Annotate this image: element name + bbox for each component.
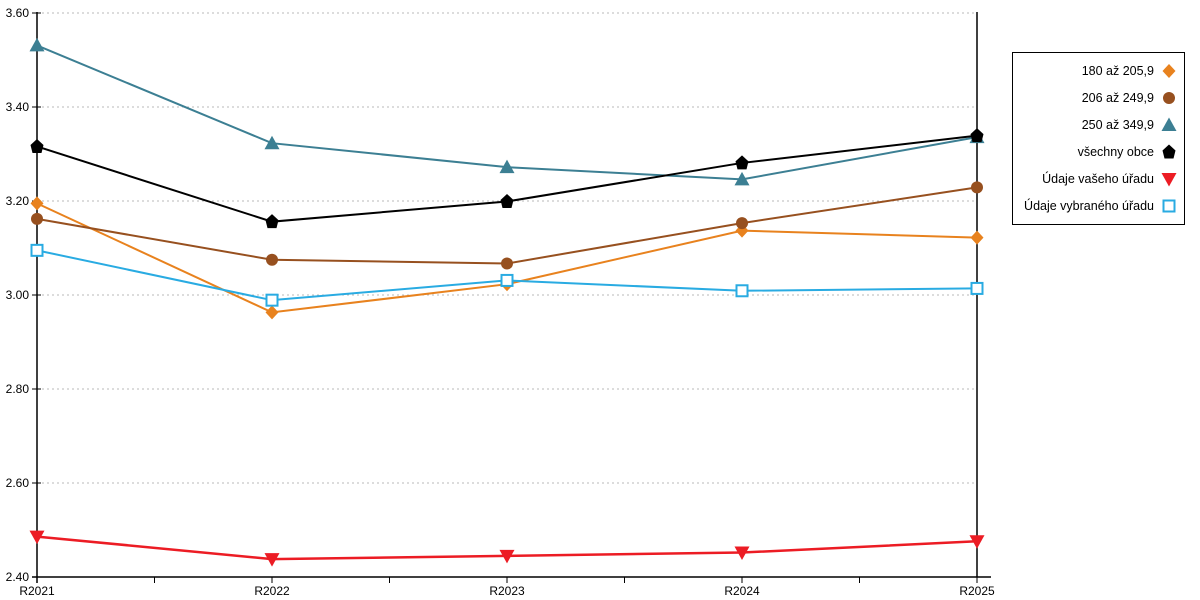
data-point-marker bbox=[970, 230, 984, 245]
legend-item-label: 206 až 249,9 bbox=[1081, 90, 1154, 105]
legend-item: všechny obce bbox=[1013, 141, 1184, 163]
data-point-marker bbox=[265, 293, 279, 307]
x-tick-label: R2022 bbox=[254, 584, 290, 598]
legend-item-label: Údaje vašeho úřadu bbox=[1042, 172, 1154, 187]
data-point-marker bbox=[501, 257, 513, 270]
data-point-marker bbox=[969, 535, 985, 549]
y-tick-label: 2.80 bbox=[6, 382, 30, 396]
series-line bbox=[36, 44, 978, 181]
data-point-marker bbox=[736, 217, 748, 230]
legend-item-label: 180 až 205,9 bbox=[1081, 63, 1154, 78]
legend-item: 206 až 249,9 bbox=[1013, 87, 1184, 109]
x-tick-label: R2021 bbox=[19, 584, 55, 598]
pentagon-marker-shape bbox=[1162, 144, 1176, 159]
data-point-marker bbox=[499, 159, 515, 174]
data-point-marker bbox=[499, 549, 515, 564]
triangle-down-marker-icon bbox=[1161, 173, 1177, 187]
square-open-marker-icon bbox=[1162, 199, 1176, 213]
x-tick-label: R2024 bbox=[724, 584, 760, 598]
data-point-marker bbox=[30, 243, 44, 257]
legend-item: 250 až 349,9 bbox=[1013, 114, 1184, 136]
y-tick-label: 3.00 bbox=[6, 288, 30, 302]
data-point-marker bbox=[971, 181, 983, 194]
data-point-marker bbox=[266, 253, 278, 266]
triangle-up-marker-icon bbox=[1161, 117, 1177, 131]
diamond-marker-shape bbox=[1162, 63, 1176, 78]
circle-marker-icon bbox=[1163, 91, 1175, 104]
pentagon-marker-icon bbox=[1162, 144, 1176, 159]
data-point-marker bbox=[735, 284, 749, 298]
legend-item-label: všechny obce bbox=[1077, 145, 1154, 160]
data-point-marker bbox=[31, 212, 43, 225]
data-point-marker bbox=[29, 530, 45, 545]
y-tick-label: 2.60 bbox=[6, 476, 30, 490]
data-point-marker bbox=[734, 546, 750, 561]
data-point-marker bbox=[265, 214, 279, 229]
data-point-marker bbox=[30, 138, 44, 153]
legend-item-label: 250 až 349,9 bbox=[1081, 117, 1154, 132]
x-tick-label: R2025 bbox=[959, 584, 995, 598]
legend-item: Údaje vašeho úřadu bbox=[1013, 168, 1184, 190]
data-point-marker bbox=[970, 128, 984, 143]
data-point-marker bbox=[265, 305, 279, 320]
data-point-marker bbox=[500, 273, 514, 287]
y-tick-label: 3.40 bbox=[6, 100, 30, 114]
legend-item: 180 až 205,9 bbox=[1013, 60, 1184, 82]
y-tick-label: 2.40 bbox=[6, 570, 30, 584]
triangle-up-marker-shape bbox=[1161, 117, 1177, 131]
data-point-marker bbox=[500, 193, 514, 208]
legend-item: Údaje vybraného úřadu bbox=[1013, 195, 1184, 217]
square-open-marker-shape bbox=[1162, 199, 1176, 213]
diamond-marker-icon bbox=[1162, 63, 1176, 78]
x-tick-label: R2023 bbox=[489, 584, 525, 598]
data-point-marker bbox=[734, 171, 750, 186]
data-point-marker bbox=[29, 37, 45, 52]
y-tick-label: 3.60 bbox=[6, 6, 30, 20]
data-point-marker bbox=[30, 196, 44, 211]
data-point-marker bbox=[264, 135, 280, 150]
y-tick-label: 3.20 bbox=[6, 194, 30, 208]
legend-item-label: Údaje vybraného úřadu bbox=[1024, 199, 1154, 214]
data-point-marker bbox=[970, 281, 984, 295]
data-point-marker bbox=[264, 553, 280, 567]
circle-marker-shape bbox=[1163, 91, 1175, 104]
legend: 180 až 205,9 206 až 249,9 250 až 349,9 všec… bbox=[1012, 52, 1185, 225]
triangle-down-marker-shape bbox=[1161, 173, 1177, 187]
data-point-marker bbox=[735, 155, 749, 170]
